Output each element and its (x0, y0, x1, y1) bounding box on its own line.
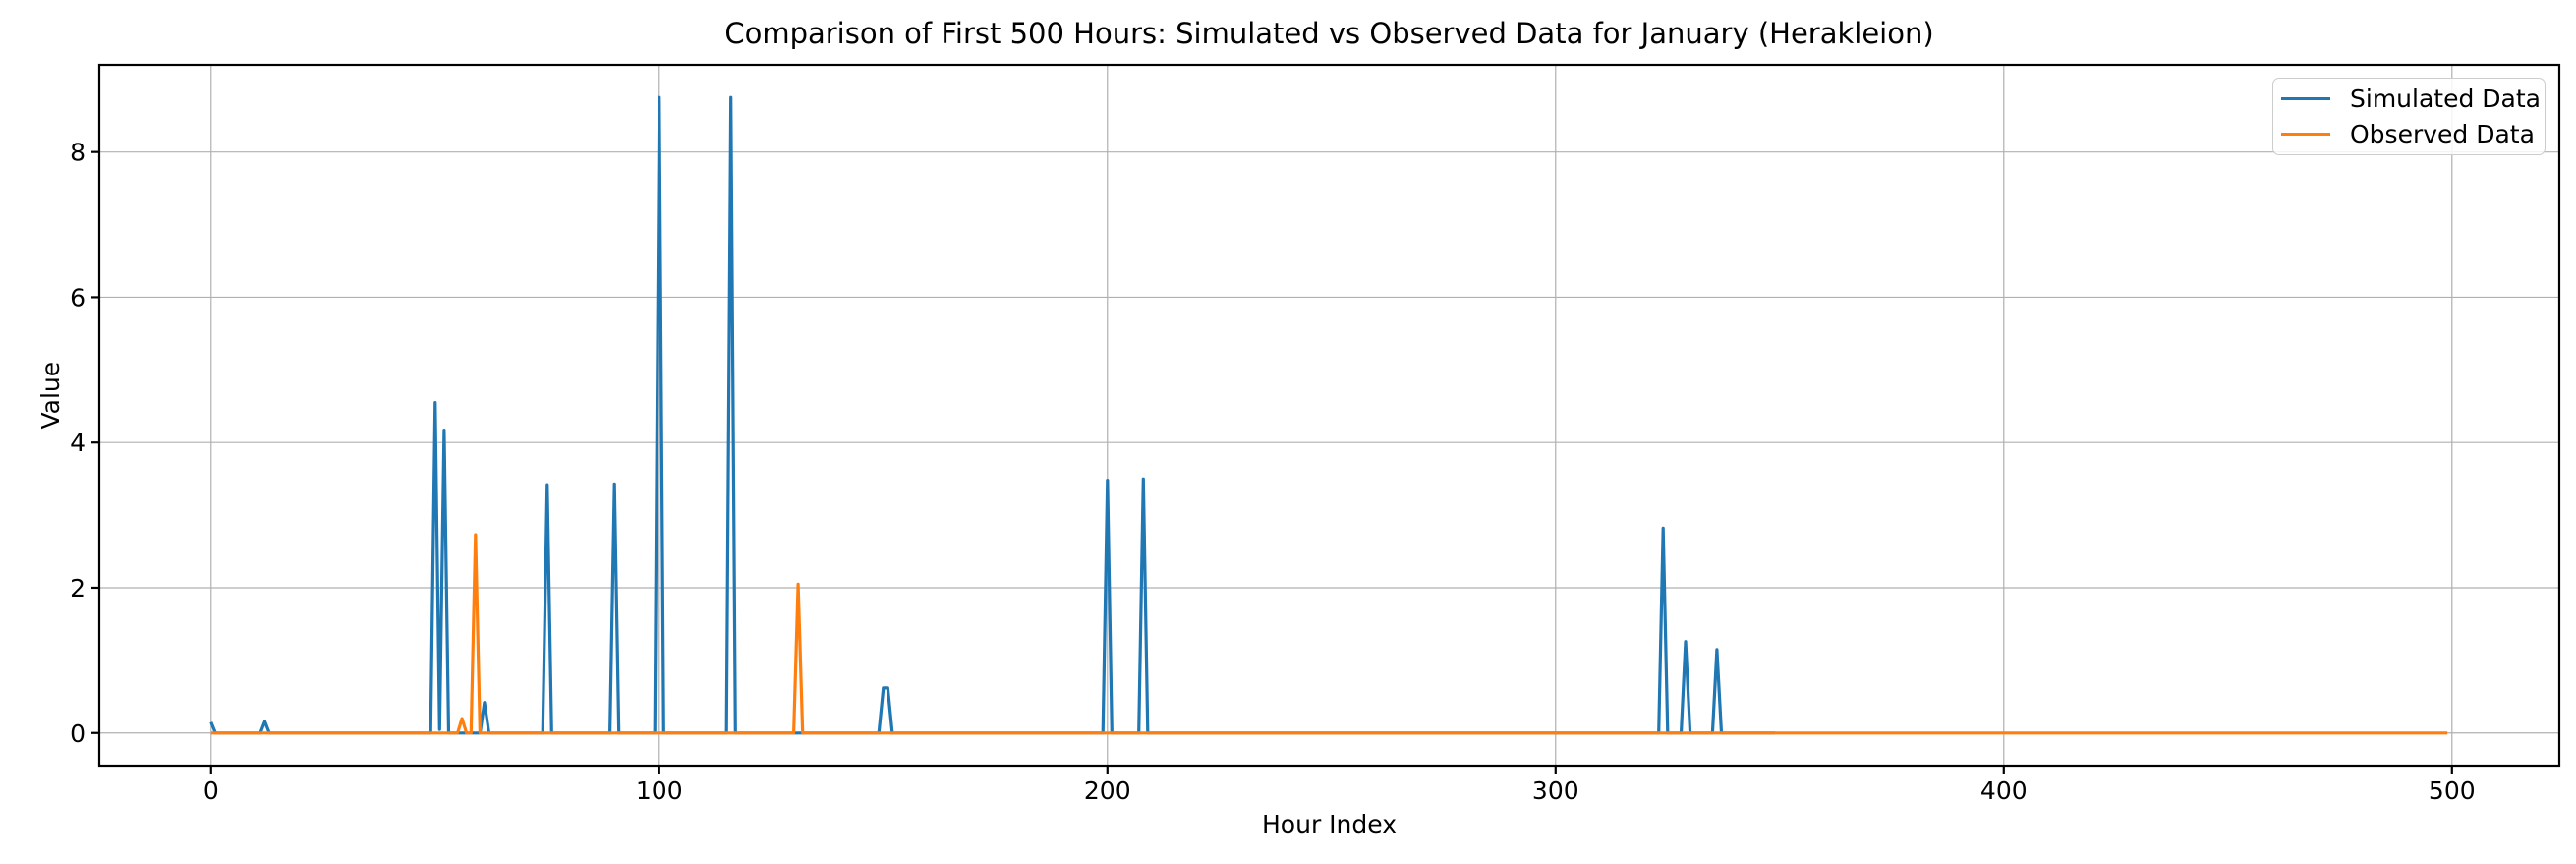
legend-entry-simulated: Simulated Data (2281, 81, 2541, 116)
x-tick-label: 500 (2429, 777, 2476, 805)
x-tick-label: 200 (1084, 777, 1131, 805)
legend-label-observed: Observed Data (2350, 120, 2535, 149)
legend-label-simulated: Simulated Data (2350, 84, 2541, 113)
chart-title: Comparison of First 500 Hours: Simulated… (724, 17, 1934, 50)
legend-entry-observed: Observed Data (2281, 117, 2537, 152)
x-tick-label: 100 (636, 777, 683, 805)
x-axis-label: Hour Index (1262, 810, 1397, 838)
x-tick-label: 400 (1980, 777, 2028, 805)
plot-border (97, 63, 2561, 768)
y-tick-label: 0 (70, 720, 86, 748)
y-tick-label: 4 (70, 429, 86, 457)
legend-line-sample (2281, 133, 2330, 137)
y-tick-label: 8 (70, 139, 86, 167)
series-line-observed (210, 533, 2448, 735)
series-line-simulated (209, 95, 1776, 735)
y-tick-label: 6 (70, 283, 86, 312)
x-tick-label: 300 (1532, 777, 1579, 805)
legend: Simulated Data Observed Data (2272, 78, 2546, 155)
y-axis-label: Value (35, 361, 65, 430)
y-tick-label: 2 (70, 574, 86, 603)
legend-line-sample (2281, 96, 2330, 100)
x-tick-label: 0 (203, 777, 219, 805)
